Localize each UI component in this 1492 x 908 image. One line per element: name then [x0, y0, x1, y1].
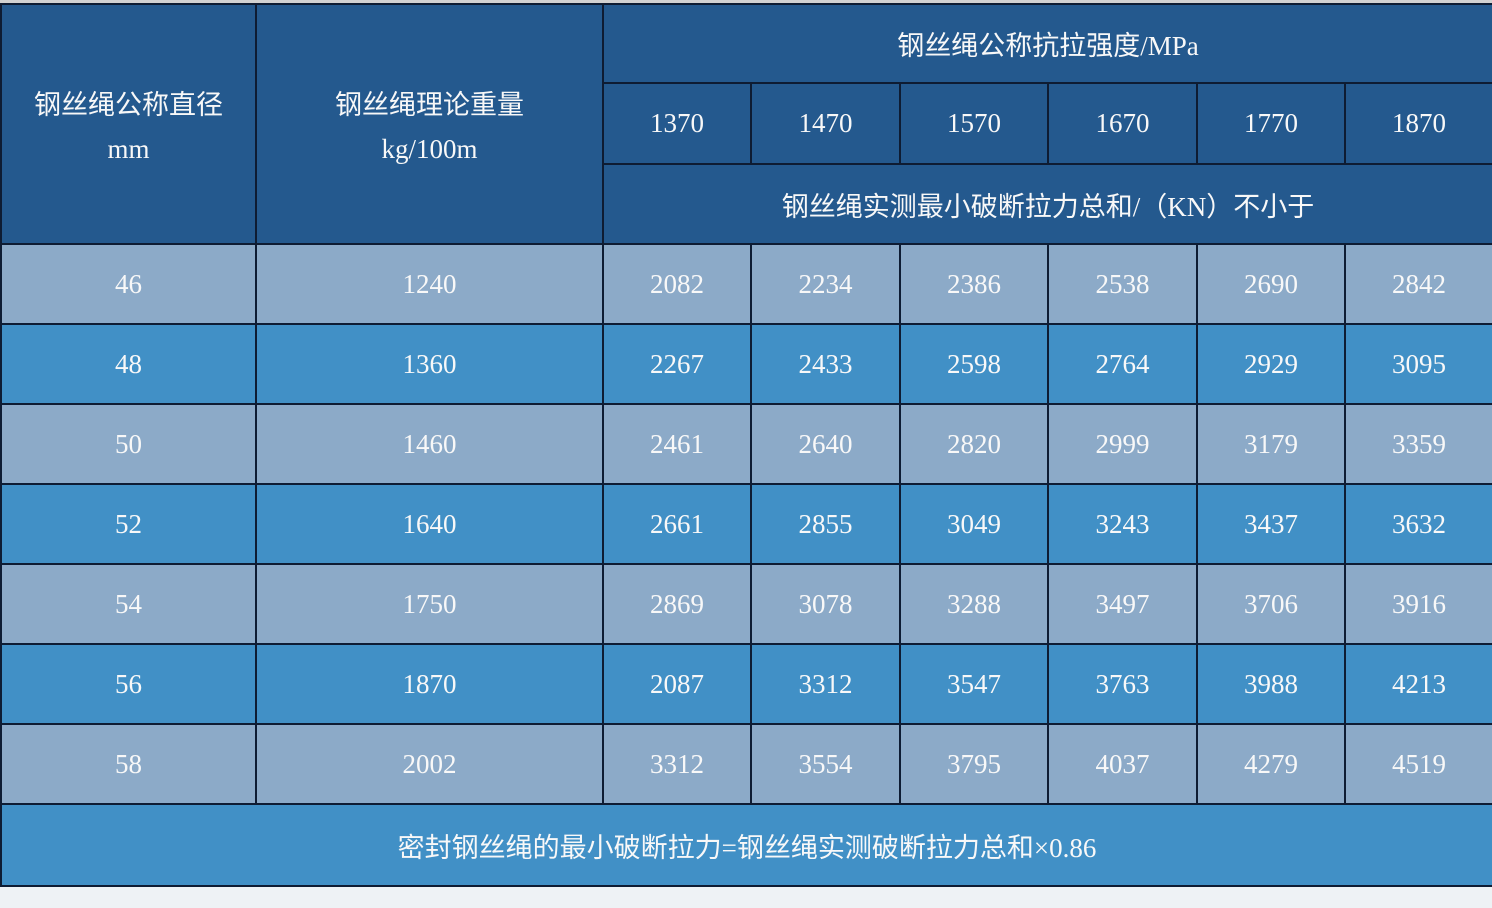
table-row: 58 2002 3312 3554 3795 4037 4279 4519: [0, 723, 1492, 805]
table-row: 56 1870 2087 3312 3547 3763 3988 4213: [0, 643, 1492, 725]
table-cell: 2661: [602, 483, 752, 565]
table-cell: 2929: [1196, 323, 1346, 405]
header-strength-value: 1870: [1343, 82, 1492, 165]
table-cell: 1240: [255, 243, 604, 325]
table-cell: 1870: [255, 643, 604, 725]
table-cell: 2869: [602, 563, 752, 645]
table-cell: 3179: [1196, 403, 1346, 485]
table-cell: 4037: [1047, 723, 1198, 805]
table-cell: 3312: [602, 723, 752, 805]
table-cell: 2764: [1047, 323, 1198, 405]
table-cell: 46: [0, 243, 257, 325]
table-cell: 3359: [1343, 403, 1492, 485]
table-cell: 2855: [750, 483, 901, 565]
table-cell: 2690: [1196, 243, 1346, 325]
table-cell: 2999: [1047, 403, 1198, 485]
header-breaking-force-title: 钢丝绳实测最小破断拉力总和/（KN）不小于: [601, 163, 1492, 245]
table-cell: 3497: [1047, 563, 1198, 645]
table-cell: 4519: [1343, 723, 1492, 805]
table-cell: 52: [0, 483, 257, 565]
wire-rope-table: 钢丝绳公称直径 mm 钢丝绳理论重量 kg/100m 钢丝绳公称抗拉强度/MPa…: [0, 3, 1492, 887]
table-footer: 密封钢丝绳的最小破断拉力=钢丝绳实测破断拉力总和×0.86: [0, 803, 1492, 887]
table-cell: 2820: [899, 403, 1049, 485]
table-body: 46 1240 2082 2234 2386 2538 2690 2842 48 1360 2267…: [0, 243, 1492, 805]
table-cell: 1360: [255, 323, 604, 405]
table-cell: 2002: [255, 723, 604, 805]
table-cell: 3795: [899, 723, 1049, 805]
table-cell: 2538: [1047, 243, 1198, 325]
footer-note: 密封钢丝绳的最小破断拉力=钢丝绳实测破断拉力总和×0.86: [0, 803, 1492, 887]
header-strength-value: 1370: [602, 82, 752, 165]
table-cell: 3078: [750, 563, 901, 645]
table-cell: 2386: [899, 243, 1049, 325]
bottom-edge-strip: [0, 887, 1492, 908]
header-strength-group-title: 钢丝绳公称抗拉强度/MPa: [601, 3, 1492, 84]
header-diameter-title: 钢丝绳公称直径: [34, 90, 223, 120]
table-cell: 50: [0, 403, 257, 485]
table-row: 48 1360 2267 2433 2598 2764 2929 3095: [0, 323, 1492, 405]
table-cell: 2433: [750, 323, 901, 405]
table-cell: 3243: [1047, 483, 1198, 565]
header-weight-title: 钢丝绳理论重量: [335, 90, 524, 120]
table-cell: 3288: [899, 563, 1049, 645]
header-weight: 钢丝绳理论重量 kg/100m: [255, 3, 604, 245]
header-strength-values-row: 1370 1470 1570 1670 1770 1870: [1, 82, 1492, 165]
table-cell: 1750: [255, 563, 604, 645]
table-cell: 2234: [750, 243, 901, 325]
table-cell: 58: [0, 723, 257, 805]
header-strength-value: 1770: [1196, 82, 1346, 165]
table-cell: 3632: [1343, 483, 1492, 565]
table-cell: 48: [0, 323, 257, 405]
table-cell: 3916: [1343, 563, 1492, 645]
table-cell: 1640: [255, 483, 604, 565]
table-cell: 2598: [899, 323, 1049, 405]
table-cell: 2842: [1343, 243, 1492, 325]
header-diameter: 钢丝绳公称直径 mm: [0, 3, 257, 245]
table-row: 50 1460 2461 2640 2820 2999 3179 3359: [0, 403, 1492, 485]
table-cell: 2640: [750, 403, 901, 485]
table-cell: 3706: [1196, 563, 1346, 645]
table-cell: 3437: [1196, 483, 1346, 565]
header-weight-unit: kg/100m: [381, 134, 478, 164]
table-cell: 3312: [750, 643, 901, 725]
header-strength-value: 1570: [899, 82, 1049, 165]
table-cell: 1460: [255, 403, 604, 485]
table-cell: 2082: [602, 243, 752, 325]
table-cell: 3763: [1047, 643, 1198, 725]
table-row: 54 1750 2869 3078 3288 3497 3706 3916: [0, 563, 1492, 645]
table-cell: 2267: [602, 323, 752, 405]
table-cell: 2087: [602, 643, 752, 725]
table-cell: 4213: [1343, 643, 1492, 725]
table-cell: 3049: [899, 483, 1049, 565]
table-row: 46 1240 2082 2234 2386 2538 2690 2842: [0, 243, 1492, 325]
header-strength-value: 1670: [1047, 82, 1198, 165]
table-cell: 2461: [602, 403, 752, 485]
table-cell: 3988: [1196, 643, 1346, 725]
table-row: 52 1640 2661 2855 3049 3243 3437 3632: [0, 483, 1492, 565]
table-cell: 3095: [1343, 323, 1492, 405]
top-edge-strip: [0, 0, 1492, 3]
table-cell: 56: [0, 643, 257, 725]
table-cell: 4279: [1196, 723, 1346, 805]
table-cell: 3554: [750, 723, 901, 805]
table-cell: 54: [0, 563, 257, 645]
header-diameter-unit: mm: [107, 134, 150, 164]
header-strength-value: 1470: [750, 82, 901, 165]
table-cell: 3547: [899, 643, 1049, 725]
table-header: 钢丝绳公称直径 mm 钢丝绳理论重量 kg/100m 钢丝绳公称抗拉强度/MPa…: [0, 3, 1492, 245]
